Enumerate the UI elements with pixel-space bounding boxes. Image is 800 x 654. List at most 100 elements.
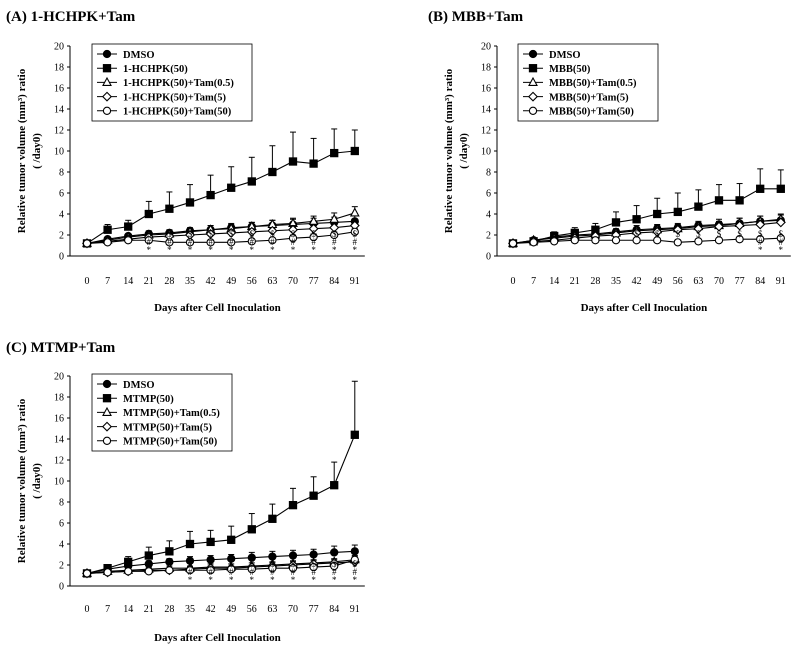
x-tick-label: 0 [511,276,516,287]
data-point [124,567,133,576]
x-tick-label: 49 [226,604,236,615]
significance-symbol: # [229,237,234,247]
significance-symbol: # [270,567,275,577]
significance-symbol: * [311,245,316,255]
y-tick-label: 18 [54,63,64,74]
legend-marker [528,49,538,59]
significance-marker: $#* [270,229,275,255]
chart-panel-c: (C) MTMP+Tam 0 2 4 6 8 10 12 14 16 18 20 0 7 14 21 28 35 4… [6,340,365,644]
significance-symbol: # [147,237,152,247]
significance-symbol: $ [229,229,234,239]
data-point [652,226,663,237]
y-axis-label-unit: ( /day0) [458,133,470,169]
significance-symbol: $ [229,559,234,569]
significance-symbol: * [167,245,172,255]
significance-symbol: $ [291,559,296,569]
x-tick-label: 7 [105,604,110,615]
significance-marker: $ [655,229,660,239]
legend: DMSO 1-HCHPK(50) 1-HCHPK(50)+Tam(0.5) 1-HCH… [91,43,253,122]
data-point [330,230,339,240]
series-line [86,212,355,244]
x-tick-label: 91 [350,604,360,615]
data-point [226,227,237,238]
data-point [694,237,703,246]
y-tick-label: 2 [59,561,64,572]
data-point [611,236,621,245]
significance-marker: $#* [250,559,255,585]
legend-marker [102,49,112,59]
significance-symbol: # [250,237,255,247]
y-tick-label: 2 [486,231,491,242]
significance-symbol: $ [291,229,296,239]
significance-marker: $#* [291,559,296,585]
significance-symbol: $ [311,229,316,239]
significance-marker: $#* [188,559,193,585]
significance-marker: $#* [311,229,316,255]
x-tick-label: 42 [206,276,216,287]
x-tick-label: 56 [673,276,683,287]
data-point [206,238,215,247]
significance-marker: $#* [291,229,296,255]
y-tick-label: 10 [54,477,64,488]
x-tick-label: 28 [164,604,174,615]
data-point [693,223,704,234]
significance-symbol: * [758,245,763,255]
data-point [227,565,236,574]
x-tick-label: 77 [309,604,319,615]
x-axis-label: Days after Cell Inoculation [581,302,708,314]
data-point [288,233,298,243]
data-point [755,219,766,230]
significance-symbol: $ [332,229,337,239]
significance-symbol: * [332,575,337,585]
chart-title: (B) MBB+Tam [428,9,524,25]
legend-marker [102,406,112,416]
legend-entry: MBB(50)+Tam(0.5) [549,78,637,89]
y-tick-label: 18 [54,393,64,404]
x-tick-label: 14 [123,604,133,615]
legend-marker [528,106,538,115]
significance-symbol: * [250,575,255,585]
data-point [144,236,153,245]
chart-panel-b: (B) MBB+Tam 0 2 4 6 8 10 12 14 16 18 20 0 7 14 21 28 35 42… [428,9,791,314]
significance-symbol: # [250,567,255,577]
data-point [570,236,579,245]
data-point [330,548,339,557]
significance-symbol: * [779,245,784,255]
y-tick-label: 2 [59,231,64,242]
x-tick-label: 70 [714,276,724,287]
significance-symbol: * [311,575,316,585]
data-point [205,228,216,239]
series-4 [82,555,359,578]
legend-entry: MTMP(50)+Tam(5) [123,422,212,433]
significance-symbol: $ [758,229,763,239]
legend: DMSO MTMP(50) MTMP(50)+Tam(0.5) MTMP(50)+Ta… [91,373,233,452]
significance-symbol: $ [188,229,193,239]
data-point [247,177,256,186]
x-tick-label: 35 [185,276,195,287]
significance-symbol: $ [208,559,213,569]
data-point [165,547,174,556]
data-point [653,236,662,245]
significance-symbol: $ [696,229,701,239]
data-point [185,238,195,247]
data-point [309,232,318,242]
significance-marker: $#* [311,559,316,585]
data-point [529,238,538,247]
y-axis-label-unit: ( /day0) [31,463,43,499]
data-point [309,550,318,559]
y-tick-label: 14 [481,105,491,116]
legend-entry: 1-HCHPK(50) [123,64,188,75]
legend-entry: DMSO [549,50,581,61]
y-tick-label: 10 [54,147,64,158]
significance-symbol: $ [250,559,255,569]
data-point [185,566,195,575]
y-tick-label: 8 [59,168,64,179]
significance-symbol: $ [332,559,337,569]
significance-symbol: * [229,245,234,255]
significance-marker: $ [717,229,722,239]
y-tick-label: 16 [481,84,491,95]
significance-marker: $#* [332,559,337,585]
significance-marker: $ [676,229,681,239]
significance-symbol: $ [250,229,255,239]
significance-symbol: * [353,245,358,255]
